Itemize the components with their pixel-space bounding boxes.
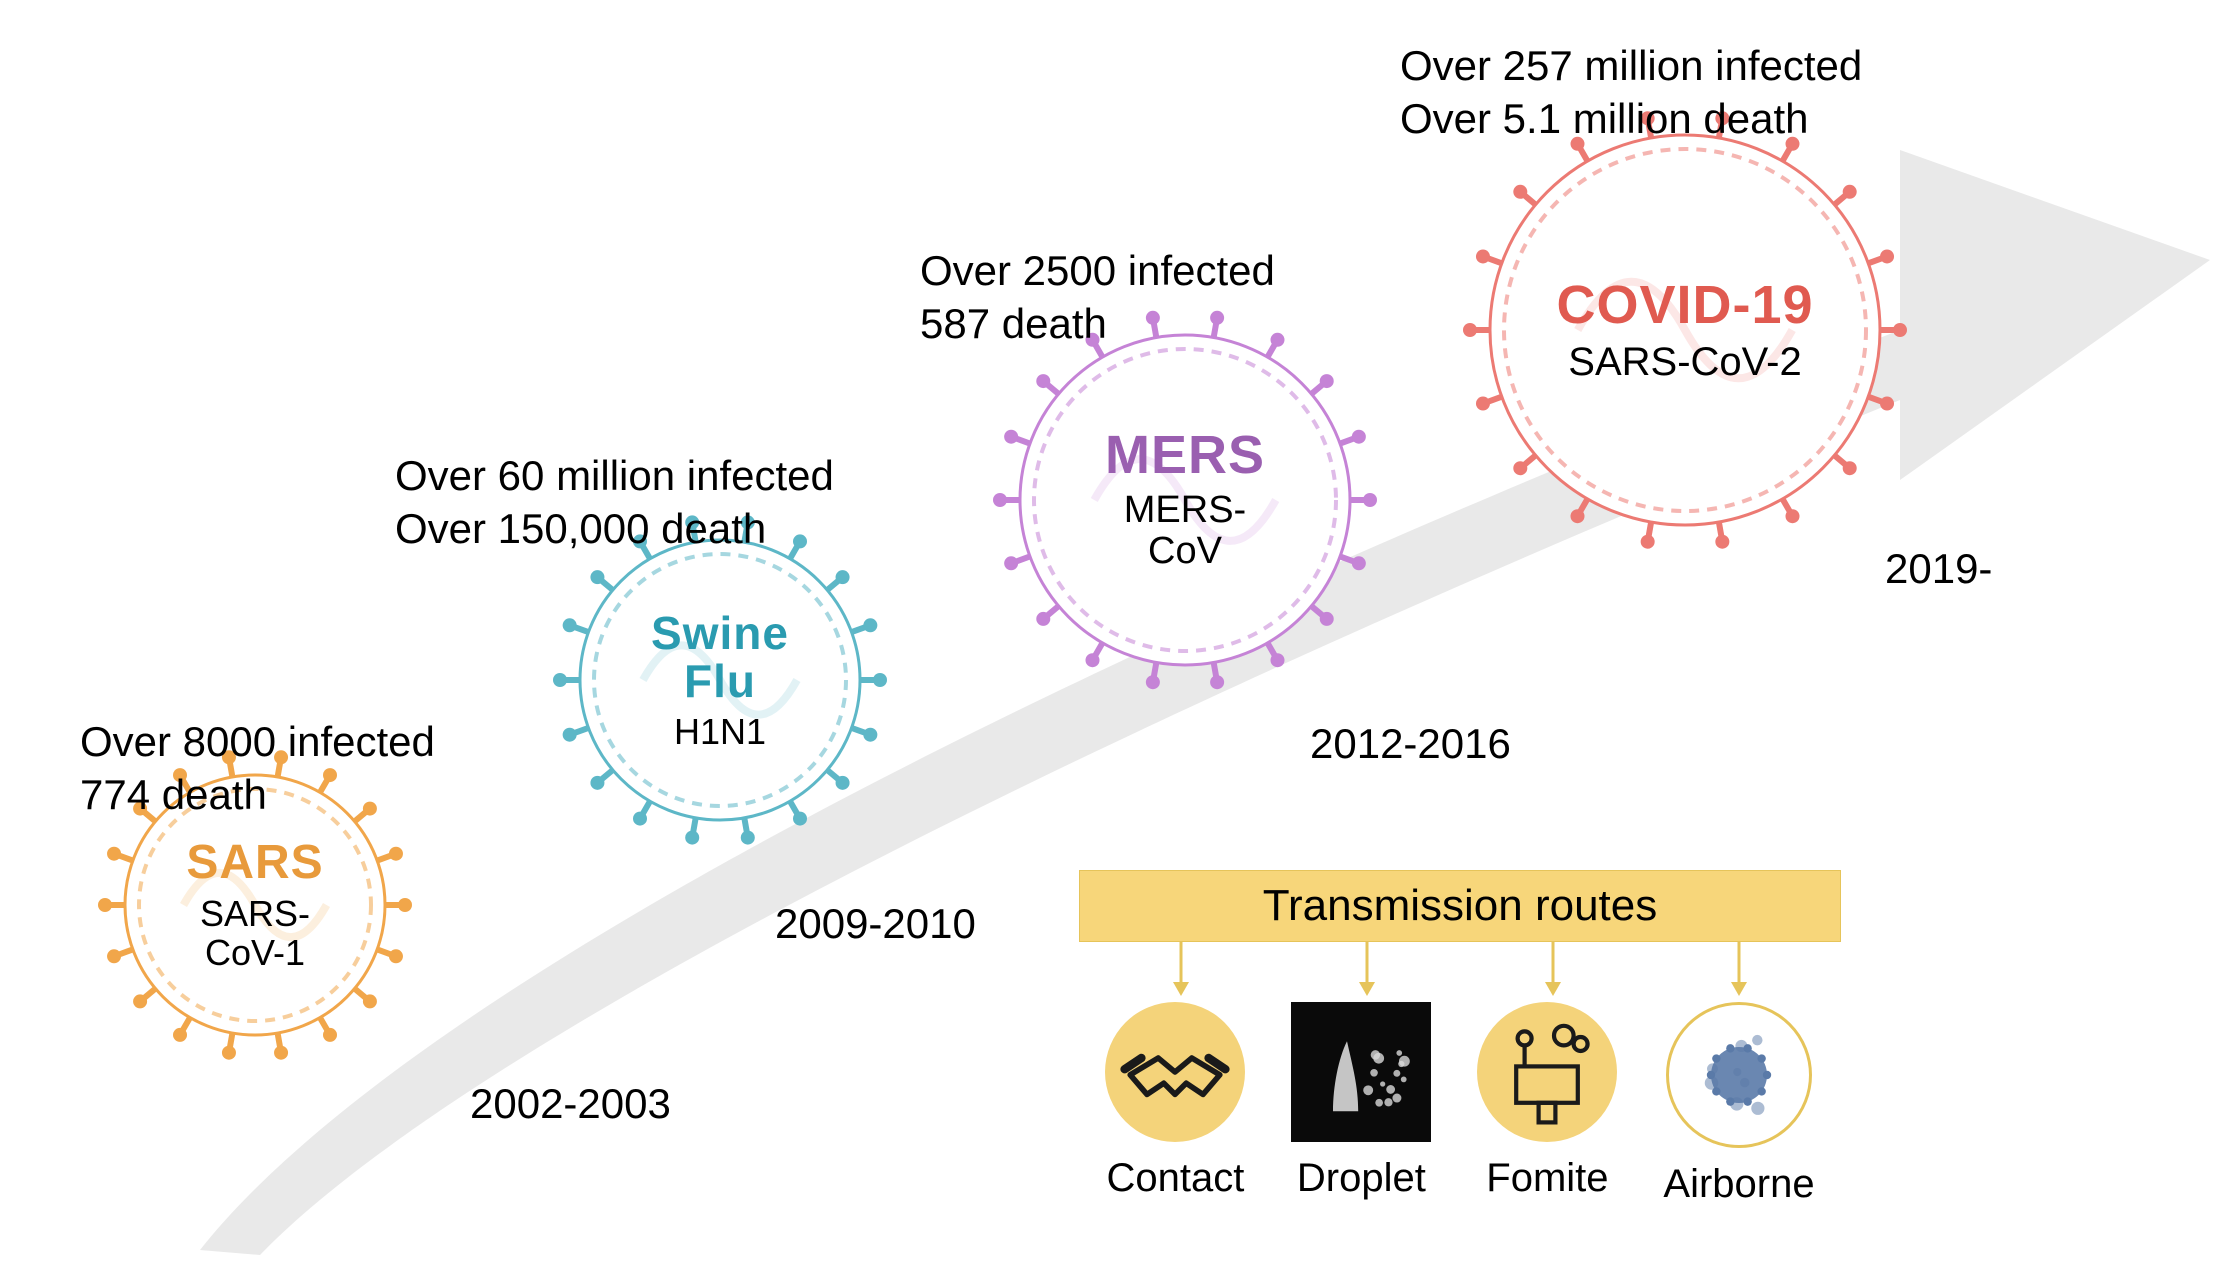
- transmission-item-fomite: Fomite: [1477, 1002, 1617, 1207]
- virus-year-mers: 2012-2016: [1310, 720, 1511, 768]
- transmission-icon-contact: [1105, 1002, 1245, 1142]
- virus-covid: COVID-19 SARS-CoV-2: [1460, 105, 1910, 555]
- transmission-routes: Transmission routes Contact Droplet Fomite A…: [1060, 870, 1860, 1207]
- transmission-items: Contact Droplet Fomite Airborne: [1060, 1002, 1860, 1207]
- virus-subtitle-swineflu: H1N1: [550, 712, 890, 752]
- transmission-item-airborne: Airborne: [1663, 1002, 1814, 1207]
- pandemic-timeline-infographic: SARS SARS-CoV-1 Over 8000 infected774 deat…: [0, 0, 2223, 1279]
- virus-year-swineflu: 2009-2010: [775, 900, 976, 948]
- transmission-icon-droplet: [1291, 1002, 1431, 1142]
- airborne-icon: [1669, 1005, 1809, 1145]
- virus-stats-swineflu: Over 60 million infectedOver 150,000 dea…: [395, 450, 834, 555]
- virus-stats-mers: Over 2500 infected587 death: [920, 245, 1275, 350]
- virus-title-covid: COVID-19: [1460, 277, 1910, 334]
- virus-title-sars: SARS: [95, 838, 415, 888]
- transmission-label-airborne: Airborne: [1663, 1162, 1814, 1207]
- transmission-icon-airborne: [1666, 1002, 1812, 1148]
- virus-year-sars: 2002-2003: [470, 1080, 671, 1128]
- virus-swineflu: SwineFlu H1N1: [550, 510, 890, 850]
- virus-title-mers: MERS: [990, 427, 1380, 484]
- droplet-icon: [1291, 1002, 1431, 1142]
- handshake-icon: [1105, 1002, 1245, 1142]
- virus-subtitle-sars: SARS-CoV-1: [95, 894, 415, 973]
- transmission-label-fomite: Fomite: [1486, 1156, 1608, 1201]
- transmission-header: Transmission routes: [1079, 870, 1841, 942]
- virus-subtitle-mers: MERS-CoV: [990, 490, 1380, 574]
- transmission-item-droplet: Droplet: [1291, 1002, 1431, 1207]
- virus-mers: MERS MERS-CoV: [990, 305, 1380, 695]
- virus-stats-covid: Over 257 million infectedOver 5.1 millio…: [1400, 40, 1862, 145]
- transmission-icon-fomite: [1477, 1002, 1617, 1142]
- transmission-item-contact: Contact: [1105, 1002, 1245, 1207]
- fomite-icon: [1477, 1002, 1617, 1142]
- virus-subtitle-covid: SARS-CoV-2: [1460, 340, 1910, 384]
- transmission-label-droplet: Droplet: [1297, 1156, 1426, 1201]
- virus-year-covid: 2019-: [1885, 545, 1992, 593]
- virus-stats-sars: Over 8000 infected774 death: [80, 716, 435, 821]
- virus-title-swineflu: SwineFlu: [550, 609, 890, 706]
- transmission-connectors: [1060, 942, 1860, 1002]
- transmission-label-contact: Contact: [1106, 1156, 1244, 1201]
